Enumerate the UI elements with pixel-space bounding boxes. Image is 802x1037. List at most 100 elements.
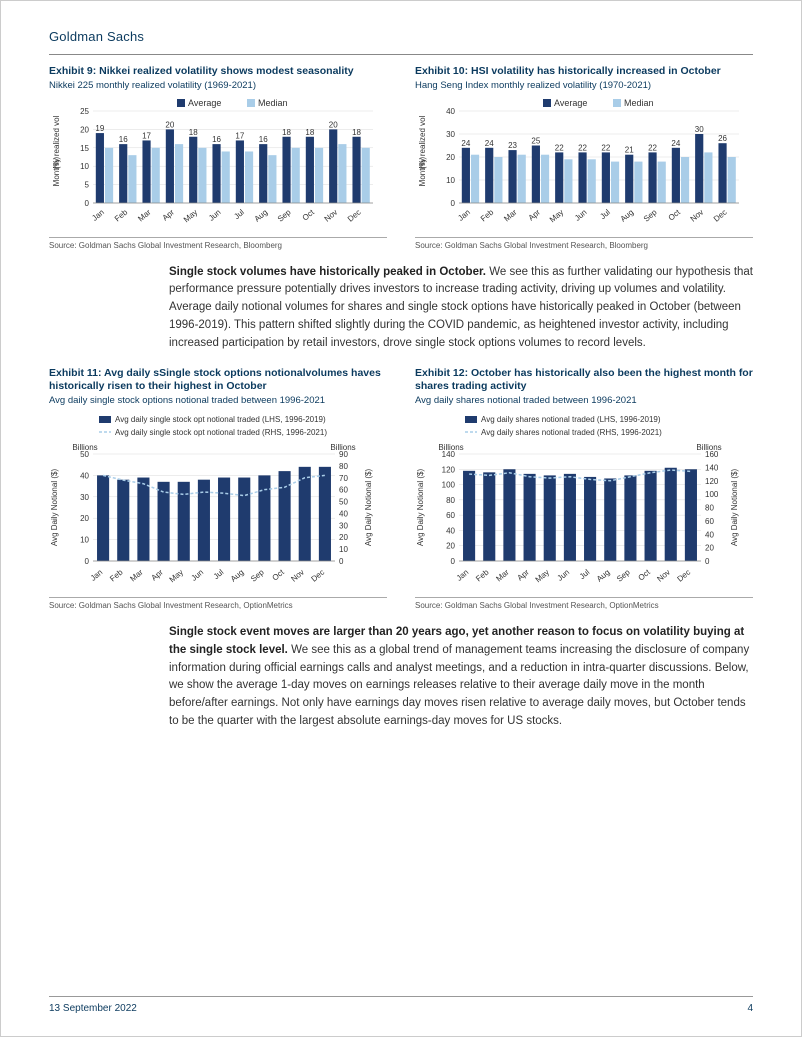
svg-text:24: 24 xyxy=(461,138,470,147)
exhibit-11: Exhibit 11: Avg daily sSingle stock opti… xyxy=(49,367,387,610)
svg-text:18: 18 xyxy=(189,127,198,136)
exhibit-9: Exhibit 9: Nikkei realized volatility sh… xyxy=(49,65,387,250)
svg-text:22: 22 xyxy=(555,143,564,152)
svg-text:16: 16 xyxy=(119,135,128,144)
svg-text:22: 22 xyxy=(648,143,657,152)
paragraph-2: Single stock event moves are larger than… xyxy=(169,624,753,731)
svg-text:Jun: Jun xyxy=(556,568,572,583)
svg-text:Dec: Dec xyxy=(676,568,693,584)
svg-text:100: 100 xyxy=(442,481,456,490)
svg-text:15: 15 xyxy=(80,143,89,152)
svg-text:0: 0 xyxy=(705,557,710,566)
svg-text:Jul: Jul xyxy=(598,207,612,221)
svg-text:Mar: Mar xyxy=(128,567,145,583)
svg-text:22: 22 xyxy=(578,143,587,152)
svg-text:Nov: Nov xyxy=(323,207,340,223)
svg-text:Billions: Billions xyxy=(330,443,355,452)
svg-text:40: 40 xyxy=(339,509,348,518)
svg-text:May: May xyxy=(182,207,199,224)
svg-text:60: 60 xyxy=(339,486,348,495)
exhibit-9-title: Exhibit 9: Nikkei realized volatility sh… xyxy=(49,65,387,79)
svg-text:Nov: Nov xyxy=(289,568,306,584)
svg-text:(%): (%) xyxy=(52,156,61,169)
svg-text:100: 100 xyxy=(705,490,719,499)
svg-text:Mar: Mar xyxy=(502,207,519,223)
svg-text:Avg daily single stock opt not: Avg daily single stock opt notional trad… xyxy=(115,428,327,437)
svg-text:Jun: Jun xyxy=(573,207,589,222)
svg-text:Average: Average xyxy=(554,98,587,108)
svg-text:Dec: Dec xyxy=(346,207,363,223)
svg-text:0: 0 xyxy=(451,557,456,566)
svg-text:Jul: Jul xyxy=(578,567,592,581)
svg-text:Median: Median xyxy=(624,98,654,108)
svg-text:Aug: Aug xyxy=(619,207,636,223)
svg-text:30: 30 xyxy=(695,125,704,134)
exhibit-11-title: Exhibit 11: Avg daily sSingle stock opti… xyxy=(49,367,387,394)
exhibit-11-chart: Avg daily single stock opt notional trad… xyxy=(49,412,379,587)
svg-text:Oct: Oct xyxy=(301,207,317,222)
svg-text:30: 30 xyxy=(446,130,455,139)
svg-text:May: May xyxy=(168,568,185,585)
svg-text:60: 60 xyxy=(446,511,455,520)
svg-text:Feb: Feb xyxy=(474,567,491,583)
svg-text:18: 18 xyxy=(305,127,314,136)
svg-text:25: 25 xyxy=(80,107,89,116)
svg-text:10: 10 xyxy=(339,545,348,554)
svg-text:Dec: Dec xyxy=(310,568,327,584)
exhibit-10-source: Source: Goldman Sachs Global Investment … xyxy=(415,237,753,250)
svg-text:21: 21 xyxy=(625,145,634,154)
svg-text:20: 20 xyxy=(80,125,89,134)
svg-text:19: 19 xyxy=(95,124,104,133)
exhibit-9-source: Source: Goldman Sachs Global Investment … xyxy=(49,237,387,250)
svg-text:Nov: Nov xyxy=(655,568,672,584)
svg-text:140: 140 xyxy=(705,463,719,472)
svg-text:Nov: Nov xyxy=(689,207,706,223)
svg-text:0: 0 xyxy=(339,557,344,566)
svg-text:0: 0 xyxy=(85,199,90,208)
svg-text:Oct: Oct xyxy=(667,207,683,222)
svg-text:20: 20 xyxy=(446,153,455,162)
svg-text:Avg Daily Notional ($): Avg Daily Notional ($) xyxy=(416,469,425,547)
svg-text:50: 50 xyxy=(339,498,348,507)
exhibits-row-1: Exhibit 9: Nikkei realized volatility sh… xyxy=(49,65,753,250)
exhibit-10-title: Exhibit 10: HSI volatility has historica… xyxy=(415,65,753,79)
header-rule xyxy=(49,54,753,55)
svg-text:Apr: Apr xyxy=(516,567,532,582)
exhibit-12: Exhibit 12: October has historically als… xyxy=(415,367,753,610)
paragraph-1-body: We see this as further validating our hy… xyxy=(169,266,753,349)
svg-text:20: 20 xyxy=(165,120,174,129)
svg-text:80: 80 xyxy=(705,503,714,512)
svg-text:Jun: Jun xyxy=(190,568,206,583)
svg-text:Avg Daily Notional ($): Avg Daily Notional ($) xyxy=(50,469,59,547)
svg-text:26: 26 xyxy=(718,134,727,143)
svg-text:Dec: Dec xyxy=(712,207,729,223)
svg-text:Jan: Jan xyxy=(90,207,106,222)
svg-text:60: 60 xyxy=(705,517,714,526)
page-footer: 13 September 2022 4 xyxy=(49,996,753,1014)
svg-text:Average: Average xyxy=(188,98,221,108)
svg-text:25: 25 xyxy=(531,136,540,145)
svg-text:17: 17 xyxy=(235,131,244,140)
svg-text:Apr: Apr xyxy=(150,567,166,582)
page: Goldman Sachs Exhibit 9: Nikkei realized… xyxy=(0,0,802,1037)
svg-text:Feb: Feb xyxy=(108,567,125,583)
svg-text:Feb: Feb xyxy=(113,207,130,223)
paragraph-2-body: We see this as a global trend of managem… xyxy=(169,644,749,727)
svg-text:24: 24 xyxy=(671,138,680,147)
svg-text:Jan: Jan xyxy=(456,207,472,222)
svg-text:Oct: Oct xyxy=(271,567,287,582)
exhibit-11-source: Source: Goldman Sachs Global Investment … xyxy=(49,597,387,610)
svg-text:Avg daily single stock opt not: Avg daily single stock opt notional trad… xyxy=(115,415,326,424)
svg-text:20: 20 xyxy=(80,514,89,523)
svg-text:Mar: Mar xyxy=(136,207,153,223)
svg-text:Avg daily shares notional trad: Avg daily shares notional traded (LHS, 1… xyxy=(481,415,661,424)
svg-text:Sep: Sep xyxy=(642,207,659,223)
svg-text:Apr: Apr xyxy=(527,207,543,222)
exhibit-12-title: Exhibit 12: October has historically als… xyxy=(415,367,753,394)
exhibit-10-chart: 010203040Monthly realized vol(%)AverageM… xyxy=(415,97,745,227)
svg-text:120: 120 xyxy=(705,477,719,486)
svg-text:Monthly realized vol: Monthly realized vol xyxy=(418,115,427,186)
exhibit-12-chart: Avg daily shares notional traded (LHS, 1… xyxy=(415,412,745,587)
svg-text:120: 120 xyxy=(442,465,456,474)
exhibit-9-subtitle: Nikkei 225 monthly realized volatility (… xyxy=(49,80,387,91)
